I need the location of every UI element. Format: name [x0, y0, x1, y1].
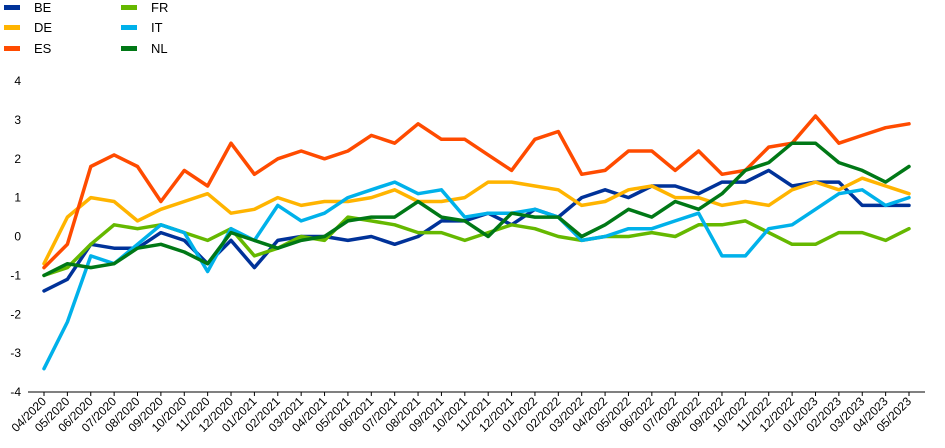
y-tick-label: -4	[10, 385, 21, 399]
y-tick-label: 3	[14, 113, 21, 127]
legend-swatch	[4, 46, 20, 51]
legend-label: FR	[151, 0, 169, 15]
series-line-es	[42, 114, 911, 270]
legend-item-de: DE	[4, 20, 52, 35]
y-tick-label: 1	[14, 191, 21, 205]
series-line-be	[42, 168, 911, 293]
legend-swatch	[4, 5, 20, 10]
legend-swatch	[4, 25, 20, 30]
y-tick-label: -3	[10, 346, 21, 360]
series-line-it	[42, 180, 911, 371]
legend-item-fr: FR	[121, 0, 168, 15]
legend-item-es: ES	[4, 41, 51, 56]
legend-item-be: BE	[4, 0, 51, 15]
legend-swatch	[121, 5, 137, 10]
legend-label: ES	[34, 41, 52, 56]
legend-item-nl: NL	[121, 41, 168, 56]
legend-swatch	[121, 46, 137, 51]
y-tick-label: 0	[14, 230, 21, 244]
legend-swatch	[121, 25, 137, 30]
y-tick-label: 4	[14, 74, 21, 88]
legend-label: NL	[151, 41, 168, 56]
legend-label: DE	[34, 20, 53, 35]
chart-legend: BE DE ES FR IT NL	[0, 0, 945, 70]
legend-label: BE	[34, 0, 52, 15]
legend-label: IT	[151, 20, 163, 35]
y-tick-label: 2	[14, 152, 21, 166]
series-line-nl	[42, 141, 911, 278]
y-tick-label: -1	[10, 268, 21, 282]
y-tick-label: -2	[10, 307, 21, 321]
series-line-de	[42, 176, 911, 266]
legend-item-it: IT	[121, 20, 163, 35]
